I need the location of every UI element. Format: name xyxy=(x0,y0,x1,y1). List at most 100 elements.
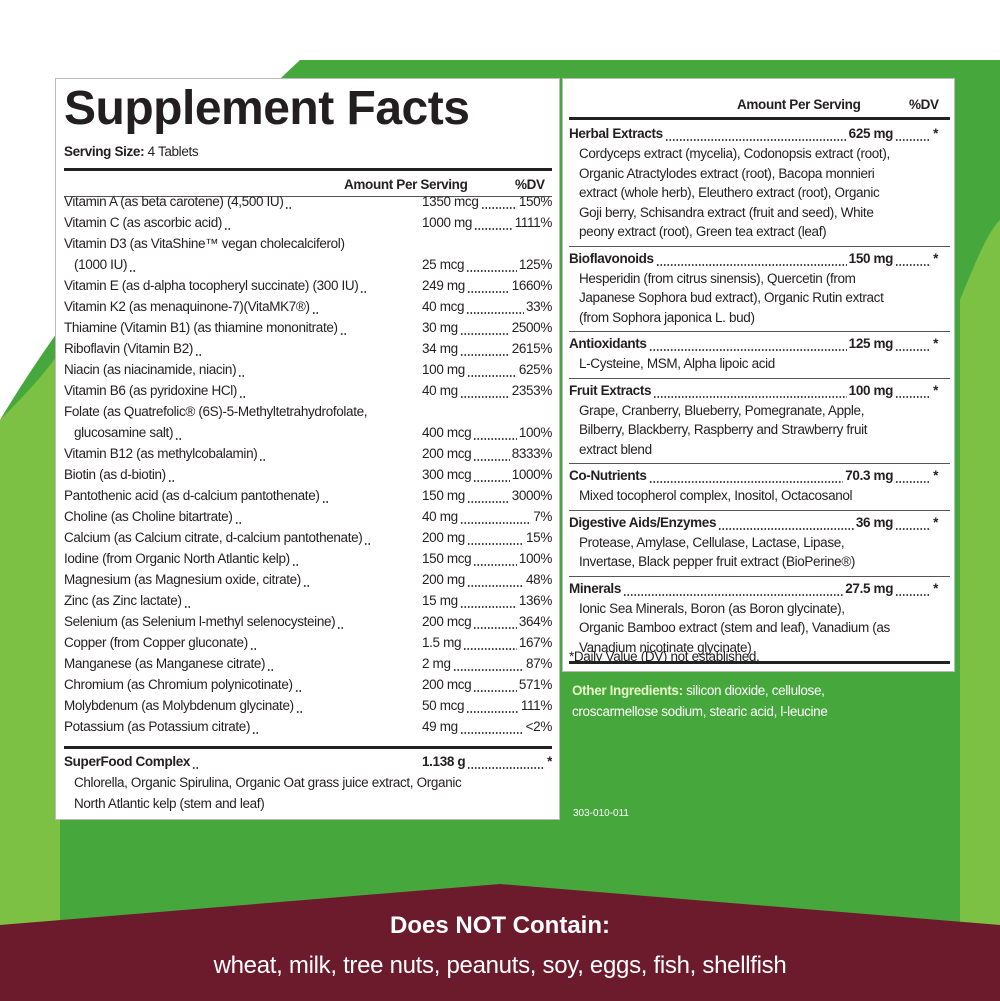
name-cell: Molybdenum (as Molybdenum glycinate) xyxy=(64,695,422,716)
amount: 2 mg xyxy=(422,656,451,671)
name-cell: Vitamin K2 (as menaquinone-7)(VitaMK7®) xyxy=(64,296,422,317)
desc-line: Japanese Sophora bud extract), Organic R… xyxy=(579,290,884,305)
amount: 1.138 g xyxy=(422,754,466,769)
row: Co-Nutrients 70.3 mg * xyxy=(569,465,950,486)
row: Chromium (as Chromium polynicotinate) 200… xyxy=(64,674,552,695)
value-cell: 2 mg 87% xyxy=(422,653,552,674)
section: Co-Nutrients 70.3 mg * Mixed tocopherol com… xyxy=(569,464,950,508)
row-name: Thiamine (Vitamin B1) (as thiamine monon… xyxy=(64,320,338,335)
desc-line: Goji berry, Schisandra extract (fruit an… xyxy=(579,204,874,220)
dv: * xyxy=(933,468,938,483)
dv: 15% xyxy=(526,530,552,545)
desc-line: Bilberry, Blackberry, Raspberry and Stra… xyxy=(579,422,868,437)
leader xyxy=(337,611,344,632)
value-cell: 200 mcg 364% xyxy=(422,611,552,632)
amount: 200 mcg xyxy=(422,614,472,629)
leader xyxy=(895,379,932,401)
leader xyxy=(183,590,190,611)
sections: Herbal Extracts 625 mg * Cordyceps extract … xyxy=(569,122,950,664)
desc-line: Ionic Sea Minerals, Boron (as Boron glyc… xyxy=(579,600,845,616)
dv: 1000% xyxy=(511,467,552,482)
name-cell: Vitamin E (as d-alpha tocopheryl succina… xyxy=(64,275,422,296)
rule xyxy=(569,575,950,577)
leader xyxy=(718,511,854,533)
row-name: Molybdenum (as Molybdenum glycinate) xyxy=(64,698,294,713)
leader xyxy=(648,333,847,354)
amount: 150 mg xyxy=(848,250,894,266)
rule xyxy=(569,117,950,120)
right-panel: Amount Per Serving %DV Herbal Extracts 62… xyxy=(562,78,955,672)
section: Digestive Aids/Enzymes 36 mg * Protease, Am… xyxy=(569,511,950,574)
row-name: Chromium (as Chromium polynicotinate) xyxy=(64,677,293,692)
banner-title: Does NOT Contain: xyxy=(390,912,610,939)
row: Selenium (as Selenium l-methyl selenocys… xyxy=(64,611,552,632)
desc-line: extract blend xyxy=(579,441,652,457)
leader xyxy=(466,569,525,590)
leader xyxy=(195,338,202,359)
leader xyxy=(459,506,532,527)
name-cell: Vitamin C (as ascorbic acid) xyxy=(64,212,422,233)
amount: 15 mg xyxy=(422,593,458,608)
desc-line: Hesperidin (from citrus sinensis), Querc… xyxy=(579,270,856,286)
row-name: Vitamin B12 (as methylcobalamin) xyxy=(64,446,258,461)
value-cell: 200 mg 15% xyxy=(422,527,552,548)
leader xyxy=(360,275,367,296)
section-name: Minerals xyxy=(569,580,621,596)
section-name: Antioxidants xyxy=(569,336,647,351)
serving-value: 4 Tablets xyxy=(147,144,199,159)
amount: 150 mg xyxy=(422,488,465,503)
amount: 70.3 mg xyxy=(845,468,894,483)
title: Supplement Facts xyxy=(64,82,470,135)
value-cell: 150 mg 3000% xyxy=(422,485,552,506)
dv: 100% xyxy=(518,425,552,440)
header-amount: Amount Per Serving xyxy=(344,177,468,192)
row-name: Niacin (as niacinamide, niacin) xyxy=(64,362,237,377)
name-cell: Biotin (as d-biotin) xyxy=(64,464,422,485)
amount: 1.5 mg xyxy=(422,635,462,650)
leader xyxy=(648,465,844,486)
leader xyxy=(895,333,932,354)
value-cell: 1000 mg 1111% xyxy=(422,212,552,233)
row: Pantothenic acid (as d-calcium pantothen… xyxy=(64,485,552,506)
dv: <2% xyxy=(525,719,552,734)
section: Herbal Extracts 625 mg * Cordyceps extract … xyxy=(569,122,950,244)
leader xyxy=(473,443,510,464)
row: Herbal Extracts 625 mg * xyxy=(569,123,950,144)
leader xyxy=(285,191,292,212)
desc-line: Invertase, Black pepper fruit extract (B… xyxy=(579,554,856,569)
desc-line: L-Cysteine, MSM, Alpha lipoic acid xyxy=(579,356,775,371)
rule xyxy=(569,377,950,379)
desc-line: Chlorella, Organic Spirulina, Organic Oa… xyxy=(74,775,462,790)
section-name: Digestive Aids/Enzymes xyxy=(569,514,717,530)
leader xyxy=(466,695,519,716)
dv: * xyxy=(933,580,938,596)
row-name: (1000 IU) xyxy=(74,257,128,272)
amount: 36 mg xyxy=(855,514,894,530)
dv: * xyxy=(933,250,938,266)
other-label: Other Ingredients: xyxy=(572,683,683,698)
leader xyxy=(291,548,298,569)
row: Thiamine (Vitamin B1) (as thiamine monon… xyxy=(64,317,552,338)
leader xyxy=(895,247,932,269)
row: (1000 IU) 25 mcg 125% xyxy=(64,254,552,275)
section-name: Co-Nutrients xyxy=(569,468,647,483)
dv: * xyxy=(933,514,938,530)
leader xyxy=(463,632,517,653)
leader xyxy=(459,380,510,401)
desc-line: Grape, Cranberry, Blueberry, Pomegranate… xyxy=(579,402,865,418)
row-name: Calcium (as Calcium citrate, d-calcium p… xyxy=(64,530,363,545)
value-cell: 1350 mcg 150% xyxy=(422,191,552,212)
dv: 7% xyxy=(533,509,552,524)
leader xyxy=(321,485,328,506)
row: Antioxidants 125 mg * xyxy=(569,333,950,354)
leader xyxy=(473,674,517,695)
name-cell: Niacin (as niacinamide, niacin) xyxy=(64,359,422,380)
leader xyxy=(653,379,847,401)
other-text: silicon dioxide, cellulose, xyxy=(686,683,825,698)
amount: 100 mg xyxy=(422,362,465,377)
row-name: SuperFood Complex xyxy=(64,754,191,769)
name-cell: SuperFood Complex xyxy=(64,751,422,772)
row-name: glucosamine salt) xyxy=(74,425,174,440)
section: Fruit Extracts 100 mg * Grape, Cranberry, B… xyxy=(569,379,950,462)
value-cell: 200 mcg 8333% xyxy=(422,443,552,464)
